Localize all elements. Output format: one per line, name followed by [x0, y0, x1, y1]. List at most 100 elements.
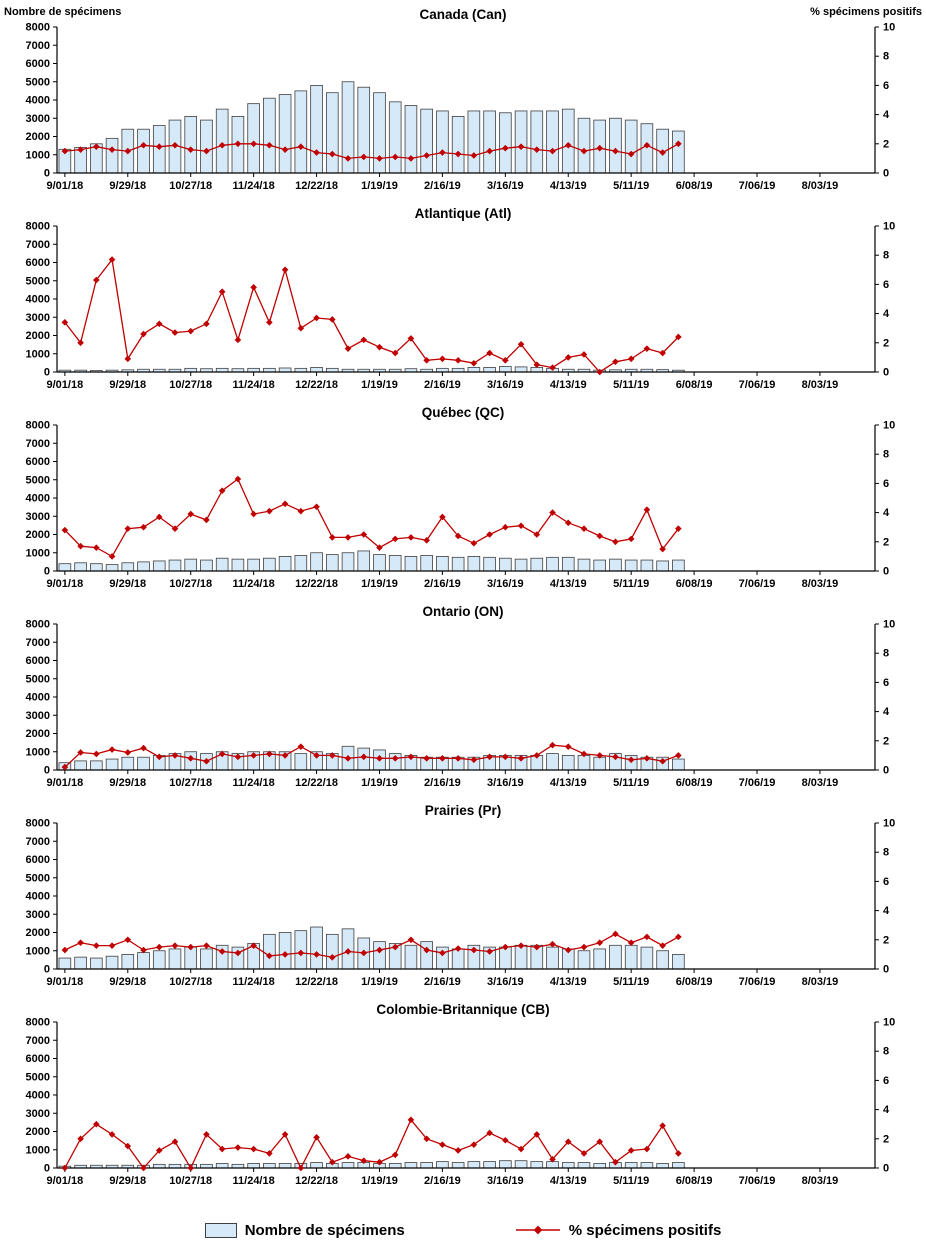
legend-item-bars: Nombre de spécimens: [204, 1222, 405, 1239]
svg-text:0: 0: [883, 1163, 889, 1175]
svg-text:4/13/19: 4/13/19: [550, 777, 587, 789]
svg-text:1000: 1000: [26, 945, 50, 957]
chart-title-prairies: Prairies (Pr): [424, 803, 502, 818]
legend: Nombre de spécimens % spécimens positifs: [0, 1213, 926, 1247]
svg-text:9/01/18: 9/01/18: [47, 976, 84, 988]
svg-text:3/16/19: 3/16/19: [487, 180, 524, 192]
chart-colombie-britannique: Colombie-Britannique (CB) 0 1000 2000 3000 4…: [0, 999, 926, 1198]
svg-text:11/24/18: 11/24/18: [233, 379, 275, 391]
svg-text:3000: 3000: [26, 1108, 50, 1120]
svg-text:1/19/19: 1/19/19: [361, 777, 398, 789]
svg-text:2000: 2000: [26, 131, 50, 143]
svg-text:9/29/18: 9/29/18: [109, 976, 146, 988]
chart-quebec: Québec (QC) 0 1000 2000 3000 4000 5000 6000 700…: [0, 402, 926, 601]
chart-plot-ontario: 0 1000 2000 3000 4000 5000 6000 7000 8000 0 2 4 6 8 10…: [26, 619, 896, 790]
svg-text:2: 2: [883, 735, 889, 747]
svg-text:8/03/19: 8/03/19: [802, 976, 839, 988]
chart-title-colombie-britannique: Colombie-Britannique (CB): [376, 1002, 550, 1017]
svg-text:8/03/19: 8/03/19: [802, 578, 839, 590]
svg-text:1000: 1000: [26, 149, 50, 161]
svg-text:11/24/18: 11/24/18: [233, 976, 275, 988]
svg-text:10: 10: [883, 619, 895, 631]
charts-stack: Canada (Can) 0 1000 2000 3000 4000 5000 6000 70…: [0, 4, 926, 1198]
svg-text:1000: 1000: [26, 1144, 50, 1156]
svg-text:2/16/19: 2/16/19: [424, 578, 461, 590]
svg-text:2: 2: [883, 934, 889, 946]
svg-text:7000: 7000: [26, 637, 50, 649]
svg-text:2000: 2000: [26, 330, 50, 342]
svg-text:4: 4: [883, 706, 890, 718]
svg-text:7000: 7000: [26, 40, 50, 52]
svg-text:7/06/19: 7/06/19: [739, 777, 776, 789]
chart-atlantique: Atlantique (Atl) 0 1000 2000 3000 4000 5000 60…: [0, 203, 926, 402]
svg-text:2: 2: [883, 138, 889, 150]
svg-text:5000: 5000: [26, 673, 50, 685]
chart-ontario: Ontario (ON) 0 1000 2000 3000 4000 5000 6000 70…: [0, 601, 926, 800]
svg-text:0: 0: [883, 168, 889, 180]
svg-text:11/24/18: 11/24/18: [233, 1175, 275, 1187]
svg-text:0: 0: [44, 566, 50, 578]
svg-text:6/08/19: 6/08/19: [676, 976, 713, 988]
chart-title-ontario: Ontario (ON): [422, 604, 504, 619]
svg-text:8/03/19: 8/03/19: [802, 1175, 839, 1187]
svg-text:6: 6: [883, 677, 889, 689]
svg-text:5/11/19: 5/11/19: [613, 976, 649, 988]
svg-text:7/06/19: 7/06/19: [739, 578, 776, 590]
right-axis-header: % spécimens positifs: [810, 6, 922, 18]
svg-text:12/22/18: 12/22/18: [295, 777, 338, 789]
svg-text:8: 8: [883, 1046, 889, 1058]
svg-text:9/01/18: 9/01/18: [47, 777, 84, 789]
svg-text:3000: 3000: [26, 312, 50, 324]
svg-text:4000: 4000: [26, 891, 50, 903]
svg-text:4000: 4000: [26, 95, 50, 107]
svg-text:8: 8: [883, 847, 889, 859]
svg-text:6000: 6000: [26, 456, 50, 468]
svg-text:0: 0: [44, 765, 50, 777]
svg-text:6: 6: [883, 478, 889, 490]
svg-text:3/16/19: 3/16/19: [487, 1175, 524, 1187]
svg-text:4000: 4000: [26, 692, 50, 704]
svg-text:2/16/19: 2/16/19: [424, 180, 461, 192]
svg-text:6/08/19: 6/08/19: [676, 180, 713, 192]
svg-text:2/16/19: 2/16/19: [424, 777, 461, 789]
bar-swatch-icon: [204, 1222, 237, 1238]
svg-text:12/22/18: 12/22/18: [295, 976, 338, 988]
svg-text:2/16/19: 2/16/19: [424, 379, 461, 391]
svg-text:10/27/18: 10/27/18: [169, 777, 212, 789]
svg-text:10/27/18: 10/27/18: [169, 976, 212, 988]
svg-text:7000: 7000: [26, 1035, 50, 1047]
svg-text:9/01/18: 9/01/18: [47, 578, 84, 590]
svg-text:10: 10: [883, 420, 895, 432]
svg-text:9/01/18: 9/01/18: [47, 180, 84, 192]
left-axis-header: Nombre de spécimens: [4, 6, 122, 18]
svg-text:6000: 6000: [26, 257, 50, 269]
svg-text:0: 0: [44, 367, 50, 379]
svg-text:6: 6: [883, 80, 889, 92]
axis-headers: Nombre de spécimens % spécimens positifs: [4, 6, 922, 18]
svg-text:6000: 6000: [26, 655, 50, 667]
svg-text:1/19/19: 1/19/19: [361, 578, 398, 590]
svg-text:7/06/19: 7/06/19: [739, 180, 776, 192]
svg-text:5000: 5000: [26, 474, 50, 486]
svg-text:11/24/18: 11/24/18: [233, 777, 275, 789]
svg-text:6/08/19: 6/08/19: [676, 379, 713, 391]
svg-text:4/13/19: 4/13/19: [550, 379, 587, 391]
svg-text:5000: 5000: [26, 275, 50, 287]
svg-text:6000: 6000: [26, 854, 50, 866]
svg-text:3/16/19: 3/16/19: [487, 578, 524, 590]
svg-text:12/22/18: 12/22/18: [295, 578, 338, 590]
svg-text:3/16/19: 3/16/19: [487, 976, 524, 988]
svg-text:8: 8: [883, 51, 889, 63]
svg-text:0: 0: [44, 1163, 50, 1175]
svg-text:10/27/18: 10/27/18: [169, 578, 212, 590]
legend-item-line: % spécimens positifs: [515, 1222, 721, 1239]
svg-text:9/29/18: 9/29/18: [109, 777, 146, 789]
svg-text:4000: 4000: [26, 493, 50, 505]
chart-plot-colombie-britannique: 0 1000 2000 3000 4000 5000 6000 7000 8000 0 2 4 6 8 10…: [26, 1017, 896, 1188]
svg-text:6: 6: [883, 876, 889, 888]
svg-text:4/13/19: 4/13/19: [550, 1175, 587, 1187]
svg-text:8/03/19: 8/03/19: [802, 777, 839, 789]
svg-text:0: 0: [44, 964, 50, 976]
svg-text:8/03/19: 8/03/19: [802, 379, 839, 391]
svg-text:4: 4: [883, 109, 890, 121]
